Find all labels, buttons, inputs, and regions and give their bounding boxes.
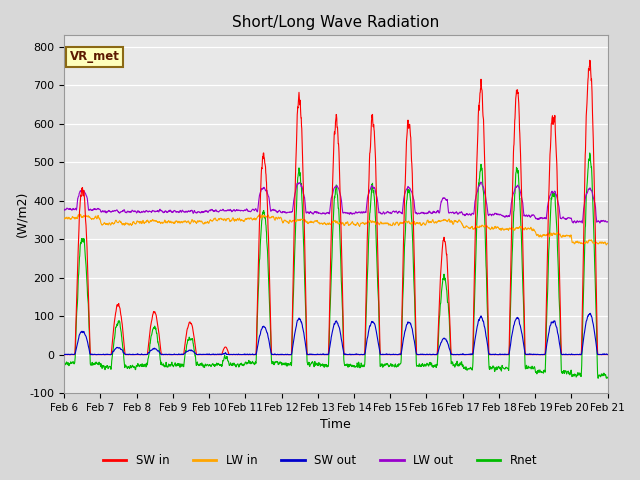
Text: VR_met: VR_met [70,50,120,63]
Title: Short/Long Wave Radiation: Short/Long Wave Radiation [232,15,440,30]
Y-axis label: (W/m2): (W/m2) [15,191,28,238]
X-axis label: Time: Time [321,419,351,432]
Legend: SW in, LW in, SW out, LW out, Rnet: SW in, LW in, SW out, LW out, Rnet [98,449,542,472]
